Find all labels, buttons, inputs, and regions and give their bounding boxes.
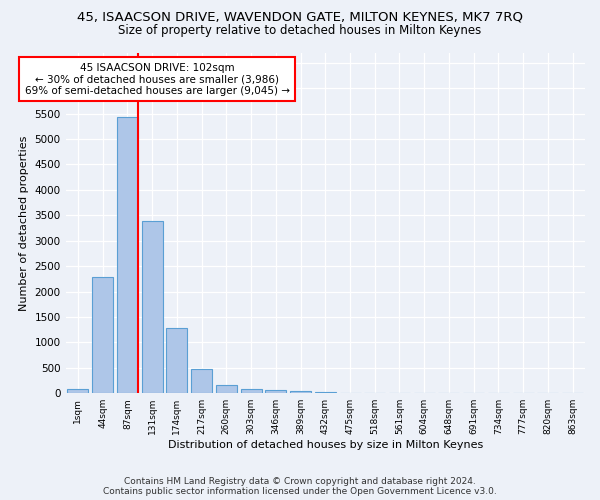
X-axis label: Distribution of detached houses by size in Milton Keynes: Distribution of detached houses by size … xyxy=(167,440,483,450)
Text: 45, ISAACSON DRIVE, WAVENDON GATE, MILTON KEYNES, MK7 7RQ: 45, ISAACSON DRIVE, WAVENDON GATE, MILTO… xyxy=(77,11,523,24)
Bar xyxy=(142,222,163,393)
Bar xyxy=(166,328,187,393)
Bar xyxy=(241,388,262,393)
Bar xyxy=(265,390,286,393)
Bar xyxy=(315,392,336,393)
Text: 45 ISAACSON DRIVE: 102sqm
← 30% of detached houses are smaller (3,986)
69% of se: 45 ISAACSON DRIVE: 102sqm ← 30% of detac… xyxy=(25,62,290,96)
Bar xyxy=(216,385,237,393)
Text: Size of property relative to detached houses in Milton Keynes: Size of property relative to detached ho… xyxy=(118,24,482,37)
Bar xyxy=(340,392,361,393)
Text: Contains HM Land Registry data © Crown copyright and database right 2024.
Contai: Contains HM Land Registry data © Crown c… xyxy=(103,476,497,496)
Bar xyxy=(191,369,212,393)
Bar xyxy=(290,392,311,393)
Bar xyxy=(92,278,113,393)
Bar xyxy=(67,390,88,393)
Y-axis label: Number of detached properties: Number of detached properties xyxy=(19,135,29,310)
Bar xyxy=(117,116,138,393)
